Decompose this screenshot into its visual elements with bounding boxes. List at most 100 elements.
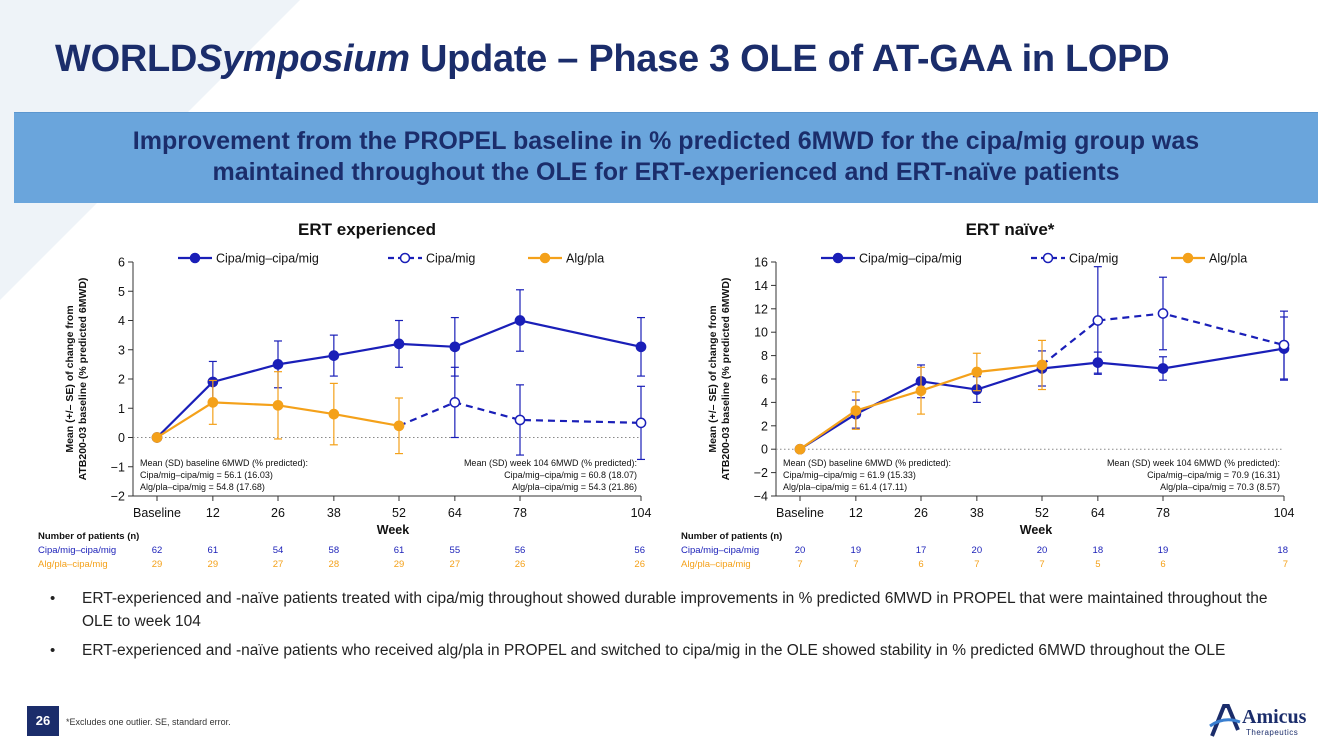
legend-label: Alg/pla bbox=[566, 252, 604, 266]
data-point bbox=[1036, 359, 1048, 371]
chart-title: ERT naïve* bbox=[966, 220, 1055, 239]
bullet-list: • ERT-experienced and -naïve patients tr… bbox=[48, 587, 1278, 668]
y-tick-label: 6 bbox=[761, 373, 768, 387]
data-point bbox=[272, 399, 284, 411]
bullet-item: • ERT-experienced and -naïve patients wh… bbox=[48, 639, 1278, 662]
n-value: 61 bbox=[208, 545, 219, 556]
data-point bbox=[328, 408, 340, 420]
data-point bbox=[393, 420, 405, 432]
n-value: 62 bbox=[152, 545, 163, 556]
y-tick-label: 0 bbox=[118, 431, 125, 445]
n-table-title: Number of patients (n) bbox=[681, 531, 782, 542]
y-tick-label: 1 bbox=[118, 402, 125, 416]
y-tick-label: 14 bbox=[754, 279, 768, 293]
y-axis-label: ATB200-03 baseline (% predicted 6MWD) bbox=[77, 278, 89, 481]
title-part2: Update – Phase 3 OLE of AT-GAA in LOPD bbox=[409, 38, 1170, 80]
x-tick-label: Baseline bbox=[133, 506, 181, 520]
data-point bbox=[915, 385, 927, 397]
n-row-label: Cipa/mig–cipa/mig bbox=[38, 545, 116, 556]
y-axis-label: ATB200-03 baseline (% predicted 6MWD) bbox=[720, 278, 732, 481]
bullet-dot: • bbox=[50, 590, 56, 607]
n-value: 26 bbox=[515, 559, 526, 570]
logo-name: Amicus bbox=[1242, 706, 1307, 728]
y-tick-label: 6 bbox=[118, 256, 125, 270]
legend-marker bbox=[832, 252, 844, 264]
data-point bbox=[449, 341, 461, 353]
data-point bbox=[1092, 315, 1104, 326]
x-tick-label: 78 bbox=[1156, 506, 1170, 520]
n-value: 29 bbox=[394, 559, 405, 570]
x-tick-label: 26 bbox=[914, 506, 928, 520]
y-tick-label: 2 bbox=[118, 373, 125, 387]
data-point bbox=[794, 443, 806, 455]
x-tick-label: 64 bbox=[448, 506, 462, 520]
baseline-annotation: Alg/pla–cipa/mig = 61.4 (17.11) bbox=[783, 482, 907, 492]
data-point bbox=[635, 341, 647, 353]
x-tick-label: 104 bbox=[1274, 506, 1295, 520]
bullet-text: ERT-experienced and -naïve patients trea… bbox=[82, 590, 1268, 630]
legend-marker bbox=[1042, 252, 1054, 264]
n-value: 18 bbox=[1277, 545, 1288, 556]
x-tick-label: 78 bbox=[513, 506, 527, 520]
x-tick-label: 38 bbox=[327, 506, 341, 520]
baseline-annotation: Cipa/mig–cipa/mig = 61.9 (15.33) bbox=[783, 470, 916, 480]
x-axis-label: Week bbox=[1020, 523, 1052, 537]
legend-marker bbox=[399, 252, 411, 264]
banner-line-2: maintained throughout the OLE for ERT-ex… bbox=[212, 158, 1120, 186]
data-point bbox=[635, 417, 647, 429]
data-point bbox=[272, 359, 284, 370]
logo-mark-icon bbox=[1209, 704, 1241, 737]
bullet-text: ERT-experienced and -naïve patients who … bbox=[82, 642, 1226, 659]
data-point bbox=[850, 405, 862, 416]
data-point bbox=[449, 397, 461, 408]
n-value: 56 bbox=[515, 545, 526, 556]
n-value: 28 bbox=[329, 559, 340, 570]
data-point bbox=[328, 350, 340, 361]
chart-ert-experienced: ERT experienced Mean (+/– SE) of change f… bbox=[38, 220, 651, 570]
series-line bbox=[156, 319, 642, 439]
n-value: 7 bbox=[974, 559, 979, 570]
data-point bbox=[207, 397, 219, 408]
n-value: 56 bbox=[634, 545, 645, 556]
y-tick-label: 10 bbox=[754, 326, 768, 340]
bullet-dot: • bbox=[50, 642, 56, 659]
chart-title: ERT experienced bbox=[298, 220, 436, 239]
legend-label: Cipa/mig–cipa/mig bbox=[859, 252, 962, 266]
footnote: *Excludes one outlier. SE, standard erro… bbox=[66, 717, 231, 727]
data-point bbox=[1157, 308, 1169, 319]
chart-ert-naive: ERT naïve* Mean (+/– SE) of change from AT… bbox=[681, 220, 1295, 570]
n-value: 6 bbox=[1160, 559, 1165, 570]
y-tick-label: 4 bbox=[118, 314, 125, 328]
week104-annotation: Mean (SD) week 104 6MWD (% predicted): bbox=[1107, 458, 1280, 468]
y-tick-label: −4 bbox=[754, 490, 768, 504]
n-value: 27 bbox=[450, 559, 461, 570]
n-value: 19 bbox=[1158, 545, 1169, 556]
y-tick-label: 5 bbox=[118, 285, 125, 299]
n-value: 29 bbox=[208, 559, 219, 570]
page-number: 26 bbox=[27, 706, 59, 736]
n-value: 20 bbox=[972, 545, 983, 556]
n-value: 20 bbox=[1037, 545, 1048, 556]
logo-sub: Therapeutics bbox=[1246, 728, 1299, 737]
n-value: 58 bbox=[329, 545, 340, 556]
data-point bbox=[971, 366, 983, 378]
n-value: 19 bbox=[851, 545, 862, 556]
n-value: 6 bbox=[918, 559, 923, 570]
legend-marker bbox=[189, 252, 201, 264]
data-point bbox=[1157, 363, 1169, 374]
n-value: 5 bbox=[1095, 559, 1100, 570]
x-tick-label: 52 bbox=[392, 506, 406, 520]
y-tick-label: 16 bbox=[754, 256, 768, 270]
week104-annotation: Cipa/mig–cipa/mig = 60.8 (18.07) bbox=[504, 470, 637, 480]
banner-line-1: Improvement from the PROPEL baseline in … bbox=[132, 127, 1200, 155]
y-tick-label: 8 bbox=[761, 349, 768, 363]
bullet-item: • ERT-experienced and -naïve patients tr… bbox=[48, 587, 1278, 633]
n-value: 20 bbox=[795, 545, 806, 556]
legend-label: Cipa/mig bbox=[1069, 252, 1118, 266]
n-value: 7 bbox=[797, 559, 802, 570]
x-axis-label: Week bbox=[377, 523, 409, 537]
baseline-annotation: Mean (SD) baseline 6MWD (% predicted): bbox=[140, 458, 308, 468]
week104-annotation: Mean (SD) week 104 6MWD (% predicted): bbox=[464, 458, 637, 468]
legend-marker bbox=[1182, 252, 1194, 264]
y-tick-label: −1 bbox=[111, 460, 125, 474]
